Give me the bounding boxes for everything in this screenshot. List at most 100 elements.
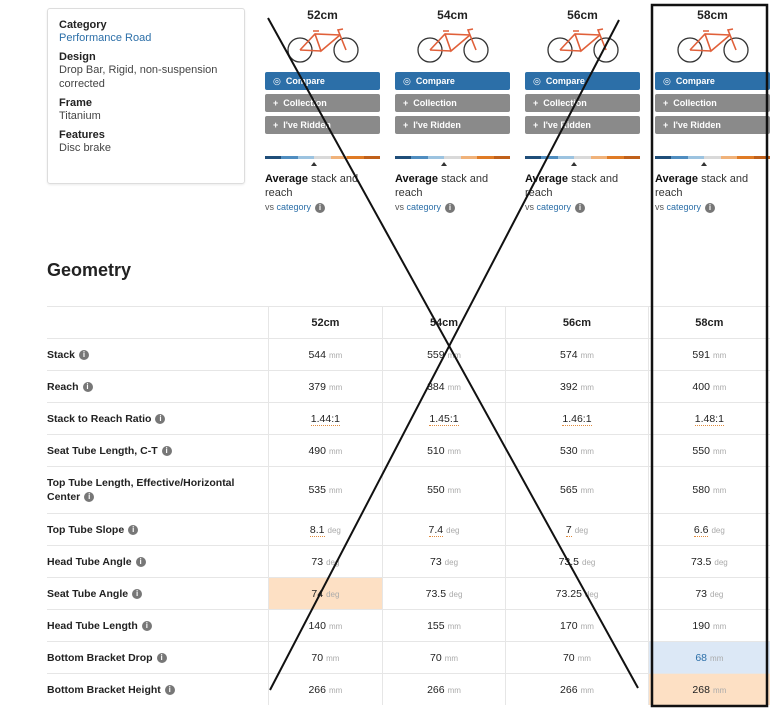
header-cell: 58cm — [647, 306, 770, 339]
value: 266 — [308, 683, 326, 696]
value: 490 — [308, 444, 326, 457]
info-icon[interactable]: i — [82, 381, 93, 392]
button-label[interactable]: I've Ridden — [413, 120, 461, 130]
unit: mm — [329, 350, 343, 360]
scale-segment — [687, 156, 705, 159]
value-cell: 73 deg — [381, 545, 506, 578]
button-label[interactable]: Collection — [673, 98, 717, 108]
button-label[interactable]: Collection — [283, 98, 327, 108]
value: 68 — [695, 651, 708, 664]
button[interactable]: + Collection — [395, 94, 510, 112]
button[interactable]: ◎ Compare — [395, 72, 510, 90]
unit: deg — [584, 589, 599, 599]
row-label: Head Tube Angle i — [47, 545, 269, 578]
header-cell: 56cm — [505, 306, 649, 339]
button[interactable]: + Collection — [525, 94, 640, 112]
spec-value[interactable]: Performance Road — [59, 32, 152, 44]
value: 392 — [560, 380, 578, 393]
value-cell: 574 mm — [505, 338, 649, 371]
value-cell: 7.4 deg — [381, 513, 506, 546]
button[interactable]: + Collection — [265, 94, 380, 112]
info-icon[interactable]: i — [141, 620, 152, 631]
button[interactable]: ◎ Compare — [265, 72, 380, 90]
value-cell: 266 mm — [268, 673, 383, 705]
unit: deg — [711, 525, 725, 535]
value: 73.5 — [425, 587, 447, 600]
value-cell: 73.5 deg — [647, 545, 770, 578]
info-icon[interactable]: i — [156, 652, 167, 663]
button[interactable]: + Collection — [655, 94, 770, 112]
geometry-row: Bottom Bracket Height i 266 mm 266 mm 266 mm 268… — [47, 673, 770, 705]
stack-reach-bold: Average — [395, 173, 439, 185]
scale-segment — [607, 156, 624, 159]
button-label[interactable]: Compare — [545, 76, 585, 86]
scale-segment — [574, 156, 591, 159]
scale-segment — [525, 156, 542, 159]
row-label-text: Stack to Reach Ratio — [47, 412, 152, 425]
scale-segment — [330, 156, 348, 159]
category-link[interactable]: category — [666, 202, 702, 212]
value: 400 — [692, 380, 710, 393]
button[interactable]: + I've Ridden — [525, 116, 640, 134]
value-cell: 140 mm — [268, 609, 383, 642]
unit: mm — [329, 486, 343, 495]
button-label[interactable]: I've Ridden — [673, 120, 721, 130]
value-cell: 544 mm — [268, 338, 383, 371]
spec-label: Features — [59, 129, 105, 141]
unit: mm — [580, 446, 594, 456]
info-icon[interactable]: i — [128, 524, 139, 535]
category-link[interactable]: category — [276, 202, 312, 212]
button-label[interactable]: I've Ridden — [543, 120, 591, 130]
section-title: Geometry — [47, 260, 132, 280]
scale-segment — [704, 156, 721, 159]
scale-segment — [347, 156, 364, 159]
header-cell: 52cm — [268, 306, 383, 339]
row-label: Head Tube Length i — [47, 609, 269, 642]
button[interactable]: + I've Ridden — [265, 116, 380, 134]
row-label-text: Top Tube Slope — [47, 523, 125, 536]
button[interactable]: + I've Ridden — [655, 116, 770, 134]
value-cell: 73.5 deg — [505, 545, 649, 578]
stack-reach-scale — [655, 156, 770, 159]
button-label[interactable]: Compare — [415, 76, 455, 86]
unit: mm — [712, 685, 727, 695]
info-icon[interactable]: i — [164, 684, 175, 695]
button-label[interactable]: Compare — [285, 76, 325, 86]
info-icon[interactable]: i — [135, 556, 146, 567]
info-icon[interactable]: i — [161, 445, 172, 456]
value-cell: 155 mm — [381, 609, 506, 642]
bike-icon — [286, 28, 359, 63]
button-icon: ◎ — [663, 76, 671, 86]
button-label[interactable]: Collection — [543, 98, 587, 108]
unit: mm — [712, 350, 727, 360]
scale-segment — [265, 156, 282, 159]
value-cell: 1.45:1 — [381, 402, 506, 435]
value: 559 — [427, 348, 445, 361]
info-icon[interactable]: i — [155, 413, 166, 424]
unit: mm — [710, 653, 724, 663]
unit: deg — [714, 557, 728, 567]
scale-segment — [444, 156, 461, 159]
button[interactable]: + I've Ridden — [395, 116, 510, 134]
button[interactable]: ◎ Compare — [525, 72, 640, 90]
value: 70 — [430, 651, 442, 664]
value: 565 — [560, 484, 578, 496]
category-link[interactable]: category — [536, 202, 572, 212]
button-label[interactable]: Collection — [413, 98, 457, 108]
vs-category: vs category i — [395, 202, 510, 213]
info-icon[interactable]: i — [132, 588, 143, 599]
button-label[interactable]: Compare — [675, 76, 715, 86]
row-label-text: Seat Tube Length, C-T — [47, 444, 158, 457]
value-cell: 73 deg — [268, 545, 383, 578]
unit: mm — [326, 653, 340, 663]
info-icon: i — [575, 202, 586, 213]
button[interactable]: ◎ Compare — [655, 72, 770, 90]
button-label[interactable]: I've Ridden — [283, 120, 331, 130]
value: 544 — [308, 348, 326, 361]
stack-reach-bold: Average — [265, 173, 309, 185]
stack-reach-text: Average stack and reach — [655, 172, 770, 200]
info-icon[interactable]: i — [79, 349, 90, 360]
info-icon[interactable]: i — [84, 492, 95, 503]
category-link[interactable]: category — [406, 202, 442, 212]
